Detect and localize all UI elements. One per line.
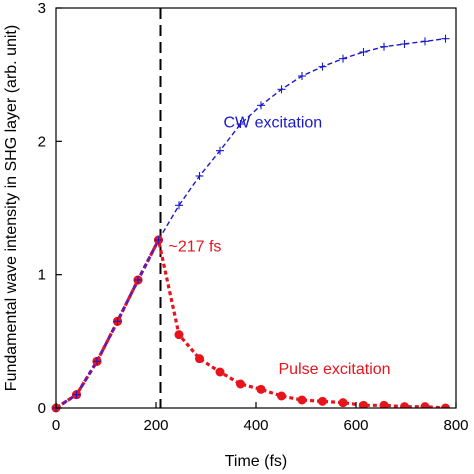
annotation-cw-excitation: CW excitation	[224, 114, 323, 131]
cw-data-point	[216, 146, 224, 155]
plot-frame	[55, 7, 457, 409]
y-tick-label: 3	[38, 0, 46, 17]
x-tick-label: 800	[443, 417, 468, 434]
pulse-data-point	[359, 400, 368, 408]
pulse-data-point	[318, 396, 327, 406]
x-tick-label: 400	[243, 417, 268, 434]
pulse-data-point	[420, 402, 430, 408]
cw-data-point	[298, 72, 306, 80]
cw-data-point	[400, 40, 409, 48]
cw-data-point	[236, 120, 245, 128]
series-cw	[56, 34, 450, 408]
cw-data-point	[175, 201, 183, 210]
y-tick-label: 0	[38, 400, 46, 417]
pulse-data-point	[277, 391, 286, 401]
overlap-rise-line	[55, 239, 160, 410]
pulse-data-point	[195, 354, 204, 364]
pulse-data-point	[441, 403, 450, 408]
y-tick-label: 1	[38, 267, 46, 284]
cw-data-point	[318, 62, 327, 71]
cw-data-point	[277, 85, 286, 94]
cw-data-point	[359, 48, 368, 56]
cw-series-line	[56, 37, 446, 408]
x-tick-label: 0	[52, 417, 60, 434]
annotation-pulse-excitation: Pulse excitation	[279, 361, 391, 378]
pulse-data-point	[379, 400, 389, 408]
pulse-data-point	[215, 367, 225, 377]
cw-data-point	[339, 54, 347, 63]
pulse-data-point	[256, 384, 266, 394]
cw-data-point	[380, 42, 388, 51]
y-axis-label: Fundamental wave intensity in SHG layer …	[3, 25, 20, 391]
pulse-data-point	[297, 395, 307, 405]
x-tick-label: 600	[343, 417, 368, 434]
cw-data-point	[421, 37, 429, 46]
series-pulse	[56, 235, 450, 408]
cw-data-point	[257, 101, 265, 110]
cw-data-point	[441, 34, 450, 43]
cw-data-point	[195, 172, 204, 180]
pulse-data-point	[338, 398, 348, 408]
x-tick-label: 200	[143, 417, 168, 434]
annotation-delay-217fs: ~217 fs	[169, 238, 222, 255]
pulse-data-point	[236, 379, 245, 389]
y-tick-label: 2	[38, 133, 46, 150]
x-axis-label: Time (fs)	[225, 453, 288, 470]
pulse-data-point	[400, 402, 409, 408]
overlap-rise	[51, 235, 163, 413]
pulse-data-point	[174, 330, 184, 340]
